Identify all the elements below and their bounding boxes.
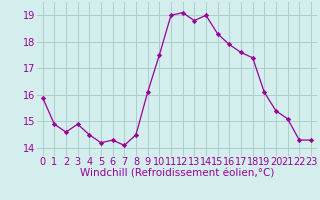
X-axis label: Windchill (Refroidissement éolien,°C): Windchill (Refroidissement éolien,°C) <box>80 169 274 179</box>
